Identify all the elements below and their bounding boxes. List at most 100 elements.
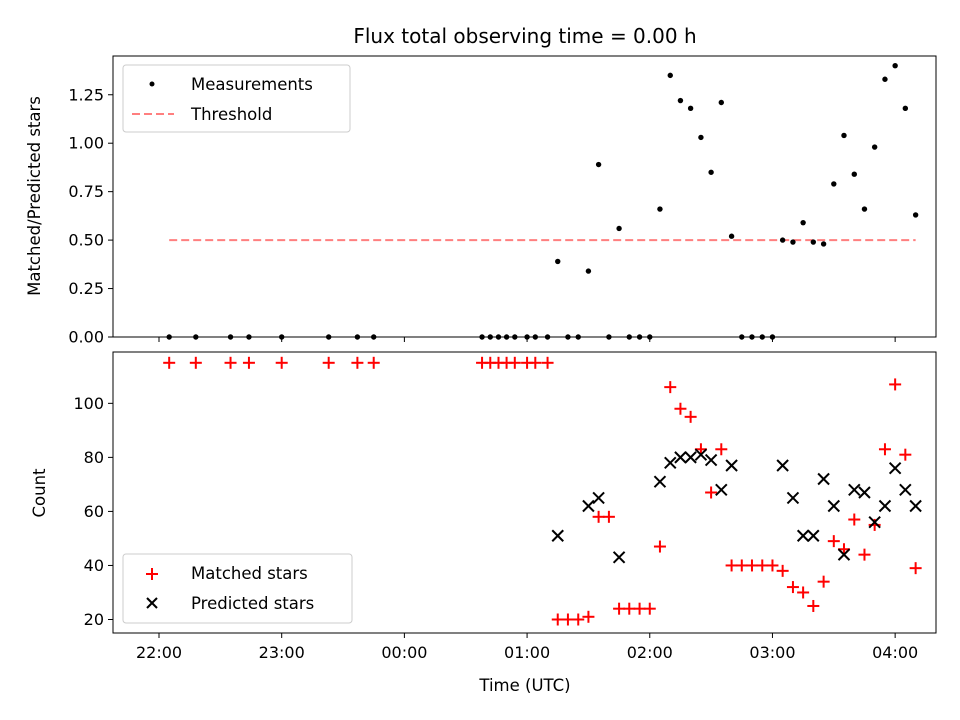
measurement-point — [820, 241, 827, 247]
predicted-star-point — [827, 499, 841, 513]
measurement-point — [902, 105, 909, 112]
bottom-x-tick-label: 03:00 — [749, 643, 795, 662]
measurement-point — [831, 181, 837, 187]
predicted-star-point — [796, 529, 810, 542]
x-axis-label: Time (UTC) — [478, 676, 570, 695]
measurement-point — [698, 134, 704, 141]
bottom-x-ticks: 22:00 23:00 00:00 01:00 02:00 03:00 04:00 — [136, 633, 918, 662]
predicted-star-point — [582, 499, 595, 513]
chart-title: Flux total observing time = 0.00 h — [353, 24, 696, 48]
bottom-legend-box — [122, 553, 353, 624]
top-y-tick-label: 1.25 — [68, 85, 104, 104]
legend-matched-marker — [146, 568, 158, 580]
matched-star-point — [889, 378, 902, 391]
predicted-star-point — [817, 472, 830, 486]
measurement-point — [718, 99, 724, 106]
bottom-y-tick-label: 40 — [84, 556, 104, 575]
predicted-star-point — [694, 448, 708, 461]
bottom-y-tick-label: 80 — [84, 448, 104, 467]
predicted-star-point — [888, 461, 902, 475]
legend-predicted-marker — [146, 597, 158, 609]
matched-star-point — [572, 613, 585, 626]
matched-star-point — [674, 402, 687, 415]
measurement-point — [779, 237, 786, 243]
bottom-y-tick-label: 60 — [84, 502, 104, 521]
matched-star-point — [275, 356, 288, 369]
top-y-tick-label: 0.50 — [68, 231, 104, 250]
top-y-tick-label: 0.25 — [68, 279, 104, 298]
legend-measurements-marker — [149, 81, 155, 87]
matched-star-point — [715, 443, 728, 456]
measurement-point — [861, 206, 868, 212]
predicted-star-point — [592, 491, 605, 505]
matched-star-point — [776, 564, 789, 577]
measurement-point — [892, 62, 898, 69]
bottom-y-tick-label: 100 — [73, 394, 104, 413]
matched-star-point — [725, 559, 738, 572]
predicted-star-point — [807, 529, 820, 542]
legend-matched-label: Matched stars — [191, 564, 308, 583]
matched-star-point — [367, 356, 380, 369]
matched-star-point — [613, 602, 626, 615]
count-points — [163, 356, 922, 626]
matched-star-point — [322, 356, 335, 369]
matched-star-point — [827, 535, 840, 548]
matched-star-point — [756, 559, 769, 572]
matched-star-point — [541, 356, 554, 369]
matched-star-point — [745, 559, 758, 572]
measurement-point — [708, 169, 714, 175]
bottom-x-tick-label: 23:00 — [259, 643, 305, 662]
matched-star-point — [868, 518, 881, 531]
matched-star-point — [848, 513, 861, 526]
measurement-point — [687, 105, 694, 112]
top-axes: Flux total observing time = 0.00 h Match… — [25, 24, 937, 347]
bottom-axes: Count Time (UTC) 20 40 60 80 100 22:00 23:00 0… — [30, 351, 937, 695]
bottom-x-tick-label: 04:00 — [872, 643, 918, 662]
matched-star-point — [529, 356, 542, 369]
measurement-point — [667, 72, 673, 79]
matched-star-point — [582, 610, 595, 623]
matched-star-point — [508, 356, 521, 369]
matched-star-point — [807, 599, 820, 612]
matched-star-point — [684, 410, 697, 423]
matched-star-point — [817, 575, 830, 588]
measurement-point — [810, 239, 817, 245]
matched-star-point — [664, 381, 677, 394]
matched-star-point — [351, 356, 364, 369]
measurement-point — [657, 206, 663, 212]
matched-star-point — [602, 510, 615, 523]
predicted-star-point — [674, 451, 687, 464]
predicted-star-point — [612, 551, 626, 564]
predicted-star-point — [704, 453, 718, 467]
measurement-point — [871, 144, 878, 150]
measurement-point — [882, 76, 888, 82]
predicted-star-point — [878, 499, 892, 513]
predicted-star-point — [684, 451, 697, 464]
bottom-x-tick-label: 22:00 — [136, 643, 182, 662]
matched-star-point — [766, 559, 779, 572]
bottom-x-tick-label: 00:00 — [381, 643, 427, 662]
bottom-x-tick-label: 02:00 — [627, 643, 673, 662]
matched-star-point — [643, 602, 656, 615]
matched-star-point — [735, 559, 748, 572]
predicted-star-point — [837, 548, 851, 561]
bottom-legend: Matched stars Predicted stars — [122, 553, 353, 624]
measurement-point — [595, 161, 602, 168]
legend-threshold-label: Threshold — [190, 105, 272, 124]
measurement-point — [851, 171, 857, 177]
matched-star-point — [242, 356, 255, 369]
matched-star-point — [224, 356, 237, 369]
predicted-star-point — [848, 483, 861, 497]
top-y-ticks: 0.00 0.25 0.50 0.75 1.00 1.25 — [68, 85, 113, 347]
predicted-star-point — [909, 499, 922, 513]
top-legend: Measurements Threshold — [122, 64, 351, 133]
bottom-y-axis-label: Count — [30, 468, 49, 518]
matched-star-point — [623, 602, 636, 615]
matched-star-point — [653, 540, 666, 553]
predicted-star-point — [725, 459, 738, 472]
bottom-x-tick-label: 01:00 — [504, 643, 550, 662]
matched-star-point — [551, 613, 564, 626]
predicted-star-point — [664, 456, 677, 469]
measurement-point — [728, 233, 735, 239]
